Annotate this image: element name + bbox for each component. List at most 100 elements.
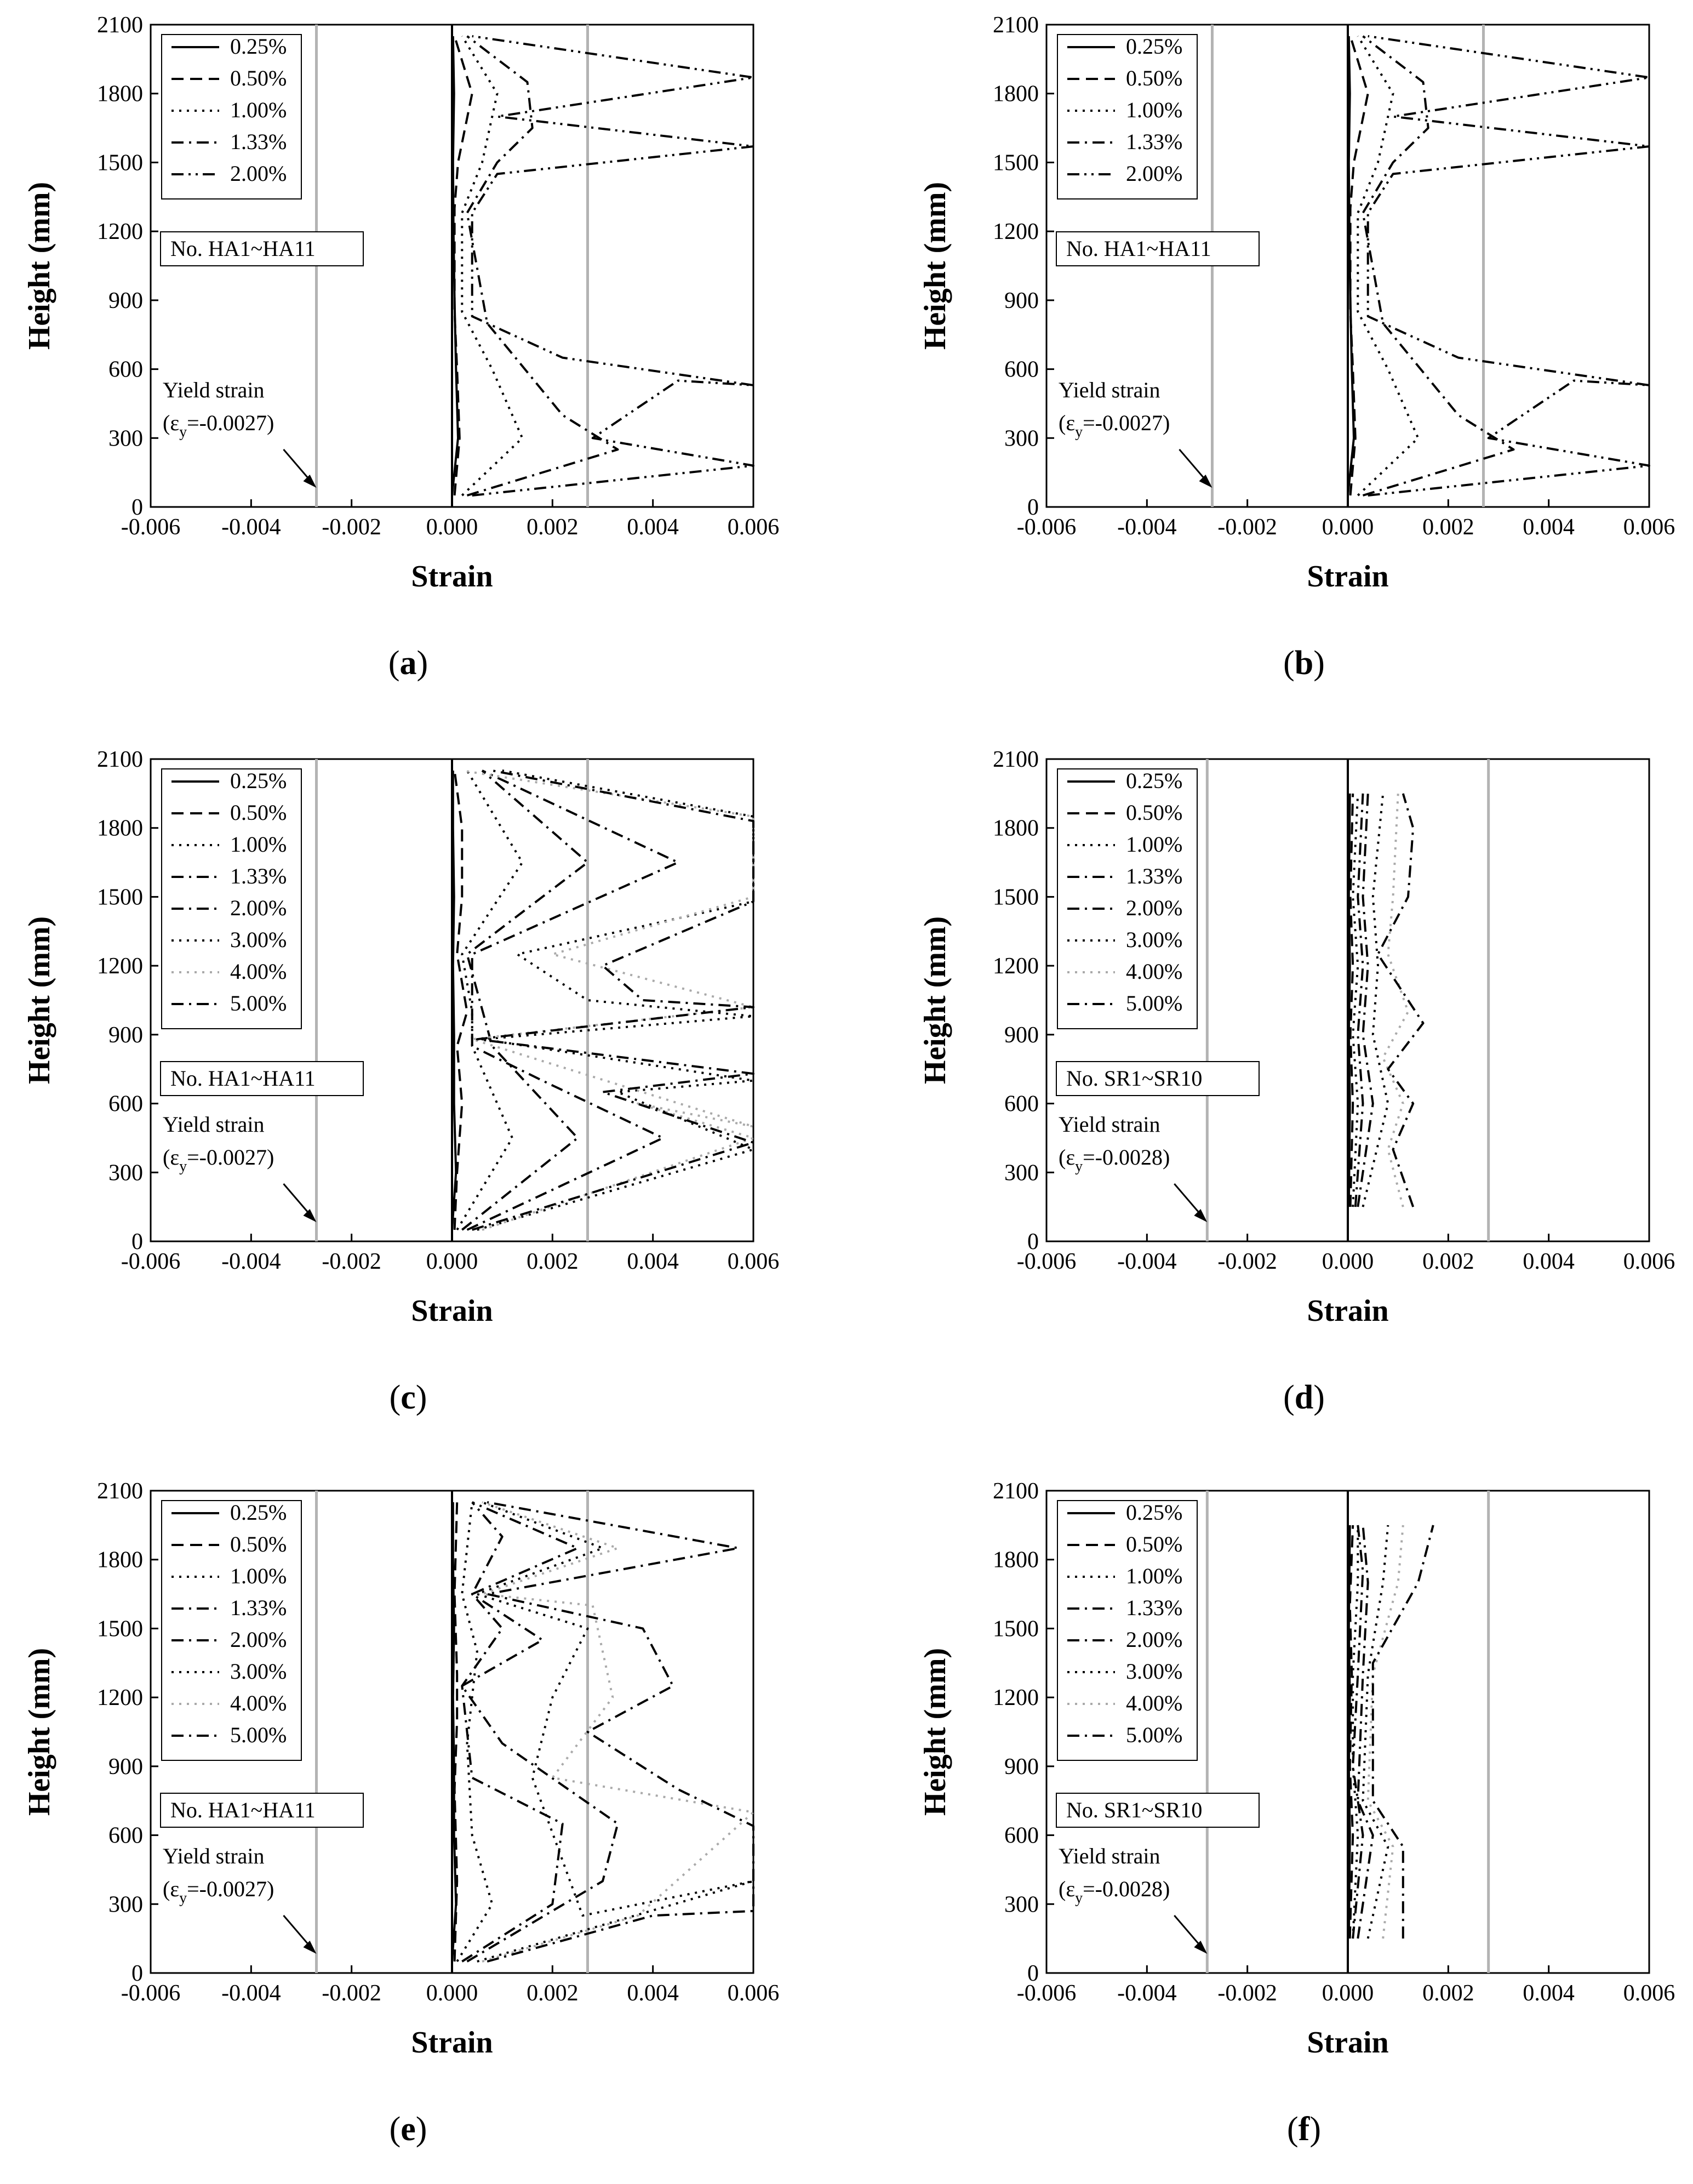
chart-panel-d: -0.006 -0.004 -0.002 0.000 0.002 0.004 0.006 0 3… bbox=[918, 747, 1675, 1416]
x-tick-label: 0.004 bbox=[627, 1249, 679, 1274]
panel-label: (c) bbox=[390, 1379, 427, 1416]
yield-strain-value: (εy=-0.0027) bbox=[1059, 410, 1170, 441]
series-line-3 bbox=[1352, 793, 1359, 1207]
series-line-5 bbox=[461, 1501, 619, 1963]
yield-arrow-head bbox=[303, 475, 317, 488]
x-tick-label: -0.006 bbox=[121, 1981, 181, 2006]
y-tick-label: 300 bbox=[1004, 1892, 1039, 1917]
series-line-6 bbox=[1362, 793, 1389, 1207]
x-tick-label: 0.000 bbox=[426, 1249, 478, 1274]
x-tick-label: 0.000 bbox=[1322, 1981, 1374, 2006]
specimen-note: No. HA1~HA11 bbox=[170, 236, 316, 261]
legend-label: 4.00% bbox=[1126, 959, 1182, 984]
series-line-2 bbox=[1348, 1525, 1354, 1939]
x-tick-label: -0.002 bbox=[322, 1981, 381, 2006]
legend-label: 0.25% bbox=[1126, 34, 1182, 59]
y-tick-label: 1200 bbox=[993, 219, 1039, 244]
series-line-6 bbox=[1362, 1525, 1389, 1939]
y-tick-label: 600 bbox=[1004, 1092, 1039, 1117]
y-tick-label: 900 bbox=[108, 288, 143, 313]
x-axis-title: Strain bbox=[411, 2026, 493, 2060]
series-line-7 bbox=[461, 769, 754, 1231]
y-tick-label: 1500 bbox=[993, 150, 1039, 175]
y-tick-label: 2100 bbox=[993, 1479, 1039, 1504]
legend-label: 4.00% bbox=[230, 959, 287, 984]
panel-label: (b) bbox=[1283, 645, 1325, 682]
specimen-note: No. SR1~SR10 bbox=[1066, 1066, 1202, 1091]
specimen-note: No. SR1~SR10 bbox=[1066, 1798, 1202, 1822]
yield-arrow-head bbox=[303, 1209, 317, 1222]
x-tick-label: 0.006 bbox=[728, 515, 780, 540]
y-tick-label: 1500 bbox=[97, 885, 143, 910]
x-tick-label: 0.006 bbox=[728, 1981, 780, 2006]
legend-label: 1.00% bbox=[230, 832, 287, 857]
specimen-note: No. HA1~HA11 bbox=[170, 1798, 316, 1822]
x-tick-label: -0.006 bbox=[1017, 1981, 1077, 2006]
x-tick-label: -0.004 bbox=[221, 1249, 281, 1274]
legend-label: 0.50% bbox=[230, 800, 287, 825]
legend-label: 5.00% bbox=[230, 1723, 287, 1747]
legend-label: 0.50% bbox=[230, 66, 287, 90]
series-line-4 bbox=[1352, 1525, 1364, 1939]
x-tick-label: 0.004 bbox=[627, 1981, 679, 2006]
specimen-note-box bbox=[1056, 1793, 1260, 1828]
y-tick-label: 900 bbox=[108, 1023, 143, 1048]
legend-label: 2.00% bbox=[230, 896, 287, 920]
x-tick-label: -0.002 bbox=[1217, 1249, 1277, 1274]
y-tick-label: 2100 bbox=[97, 747, 143, 772]
y-tick-label: 600 bbox=[108, 1823, 143, 1849]
y-tick-label: 1800 bbox=[97, 816, 143, 841]
x-axis-title: Strain bbox=[411, 1294, 493, 1328]
yield-strain-label: Yield strain bbox=[163, 378, 265, 402]
series-line-2 bbox=[453, 770, 468, 1230]
legend-label: 2.00% bbox=[230, 161, 287, 186]
legend-box bbox=[161, 768, 302, 1029]
series-line-7 bbox=[481, 1501, 754, 1963]
x-tick-label: 0.002 bbox=[527, 1981, 579, 2006]
chart-panel-c: -0.006 -0.004 -0.002 0.000 0.002 0.004 0.006 0 3… bbox=[22, 747, 779, 1416]
legend-box bbox=[1057, 1500, 1198, 1761]
series-line-4 bbox=[461, 769, 589, 1231]
yield-strain-value: (εy=-0.0027) bbox=[163, 1145, 274, 1175]
y-axis-title: Height (mm) bbox=[918, 182, 952, 350]
y-tick-label: 0 bbox=[1027, 1229, 1039, 1254]
yield-strain-label: Yield strain bbox=[1059, 1112, 1160, 1137]
y-tick-label: 2100 bbox=[97, 13, 143, 38]
legend-label: 4.00% bbox=[1126, 1691, 1182, 1715]
x-tick-label: 0.004 bbox=[1523, 515, 1575, 540]
y-tick-label: 300 bbox=[108, 1160, 143, 1185]
chart-panel-e: -0.006 -0.004 -0.002 0.000 0.002 0.004 0.006 0 3… bbox=[22, 1479, 779, 2148]
legend-label: 1.00% bbox=[230, 98, 287, 122]
x-tick-label: 0.006 bbox=[1623, 1981, 1675, 2006]
x-tick-label: 0.002 bbox=[527, 1249, 579, 1274]
x-tick-label: 0.006 bbox=[1623, 515, 1675, 540]
y-tick-label: 1800 bbox=[97, 1548, 143, 1573]
x-tick-label: 0.006 bbox=[1623, 1249, 1675, 1274]
x-tick-label: -0.004 bbox=[221, 1981, 281, 2006]
specimen-note-box bbox=[160, 231, 364, 266]
series-line-4 bbox=[461, 1501, 564, 1963]
y-tick-label: 1800 bbox=[993, 816, 1039, 841]
x-tick-label: -0.006 bbox=[1017, 515, 1077, 540]
x-tick-label: 0.004 bbox=[1523, 1249, 1575, 1274]
x-tick-label: -0.004 bbox=[1117, 1249, 1177, 1274]
series-line-2 bbox=[1349, 793, 1354, 1207]
series-group bbox=[1347, 1525, 1434, 1939]
legend-box bbox=[1057, 34, 1198, 199]
x-tick-label: 0.002 bbox=[527, 515, 579, 540]
legend-label: 0.50% bbox=[1126, 800, 1182, 825]
x-tick-label: -0.006 bbox=[121, 515, 181, 540]
series-line-3 bbox=[456, 769, 524, 1231]
y-tick-label: 300 bbox=[1004, 426, 1039, 451]
y-axis-title: Height (mm) bbox=[22, 916, 56, 1084]
x-axis-title: Strain bbox=[411, 560, 493, 594]
legend-label: 2.00% bbox=[1126, 161, 1182, 186]
yield-strain-label: Yield strain bbox=[1059, 1844, 1160, 1868]
yield-arrow-head bbox=[1194, 1209, 1208, 1222]
x-tick-label: 0.000 bbox=[426, 515, 478, 540]
yield-strain-label: Yield strain bbox=[163, 1844, 265, 1868]
x-tick-label: -0.002 bbox=[1217, 515, 1277, 540]
series-line-1 bbox=[451, 1502, 457, 1962]
y-tick-label: 2100 bbox=[97, 1479, 143, 1504]
